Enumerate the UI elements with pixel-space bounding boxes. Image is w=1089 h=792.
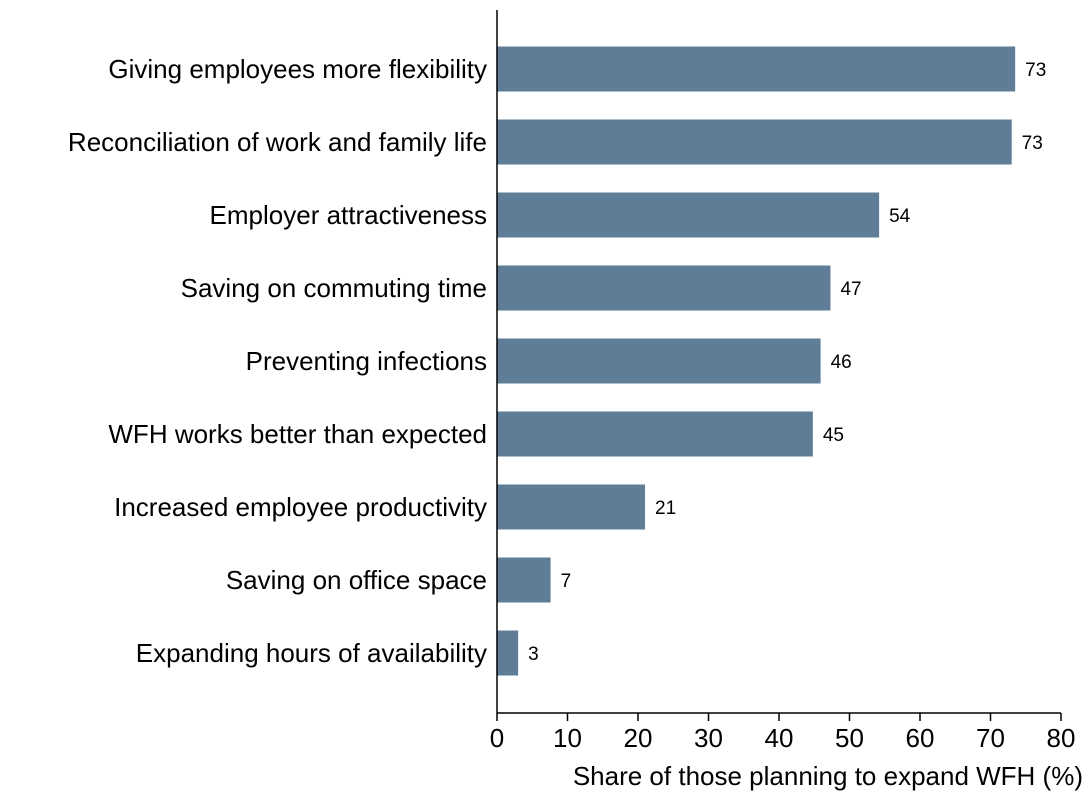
x-tick-label: 80 — [1047, 723, 1076, 753]
x-tick-label: 60 — [906, 723, 935, 753]
category-label: Saving on commuting time — [181, 273, 487, 303]
category-label: Giving employees more flexibility — [108, 54, 487, 84]
data-label: 73 — [1022, 133, 1043, 154]
bar — [497, 46, 1016, 92]
bar — [497, 338, 821, 384]
category-label: Increased employee productivity — [114, 492, 487, 522]
bar — [497, 484, 646, 530]
x-axis: 0 10 20 30 40 50 60 70 80 — [490, 10, 1076, 753]
x-tick-label: 70 — [976, 723, 1005, 753]
data-label: 54 — [889, 206, 911, 227]
category-label: WFH works better than expected — [108, 419, 487, 449]
category-label: Employer attractiveness — [210, 200, 487, 230]
bar — [497, 265, 831, 311]
bars-layer — [497, 46, 1016, 676]
data-label: 7 — [561, 571, 572, 592]
category-label: Reconciliation of work and family life — [68, 127, 487, 157]
data-label: 45 — [823, 425, 844, 446]
category-label: Preventing infections — [246, 346, 487, 376]
data-label: 21 — [655, 498, 676, 519]
bar — [497, 192, 880, 238]
bar — [497, 119, 1012, 165]
category-labels: Giving employees more flexibility Reconci… — [68, 54, 487, 668]
data-label: 73 — [1025, 60, 1046, 81]
data-label: 47 — [840, 279, 861, 300]
category-label: Saving on office space — [226, 565, 487, 595]
data-label: 3 — [528, 644, 539, 665]
data-label: 46 — [831, 352, 852, 373]
bar — [497, 630, 519, 676]
x-tick-label: 40 — [765, 723, 794, 753]
bar — [497, 557, 551, 603]
x-tick-label: 10 — [553, 723, 582, 753]
x-axis-title: Share of those planning to expand WFH (%… — [573, 761, 1083, 791]
x-tick-label: 30 — [694, 723, 723, 753]
x-tick-label: 50 — [835, 723, 864, 753]
x-tick-label: 0 — [490, 723, 504, 753]
category-label: Expanding hours of availability — [136, 638, 487, 668]
x-tick-label: 20 — [624, 723, 653, 753]
bar — [497, 411, 813, 457]
